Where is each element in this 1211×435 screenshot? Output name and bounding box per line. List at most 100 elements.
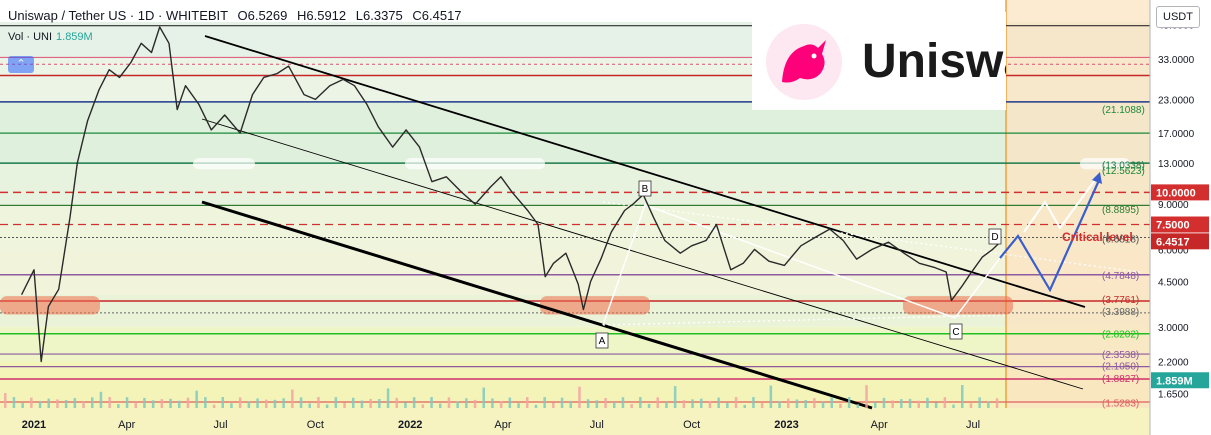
x-tick-label: Apr: [494, 419, 511, 431]
price-badge-label: 1.859M: [1156, 375, 1193, 387]
volume-bar: [569, 400, 572, 408]
volume-bar: [73, 398, 77, 408]
volume-bar: [421, 404, 425, 408]
projection-white: [1023, 175, 1099, 233]
volume-bar: [926, 397, 929, 408]
volume-bar: [282, 398, 285, 408]
volume-bar: [969, 403, 973, 408]
volume-bar: [30, 397, 33, 408]
volume-bar: [404, 402, 407, 408]
volume-bar: [195, 390, 198, 408]
currency-selector[interactable]: USDT: [1156, 6, 1200, 28]
volume-bar: [317, 397, 320, 408]
projection-paths: A B C D Critical level: [595, 172, 1133, 349]
volume-bar: [830, 397, 833, 408]
level-label: (1.5283): [1102, 399, 1139, 410]
volume-bar: [473, 399, 477, 408]
y-tick-label: 1.6500: [1158, 390, 1189, 401]
y-tick-label: 6.0000: [1158, 245, 1189, 256]
volume-bar: [760, 403, 764, 408]
volume-bar: [656, 397, 659, 408]
volume-bar: [856, 404, 860, 408]
price-series: [4, 26, 1002, 408]
volume-bar: [743, 404, 746, 408]
volume-bar: [621, 397, 625, 408]
volume-bar: [882, 397, 886, 408]
volume-bar: [38, 401, 42, 408]
y-tick-label: 13.0000: [1158, 159, 1195, 170]
volume-bar: [99, 391, 103, 408]
volume-bar: [934, 402, 938, 408]
wave-label-c: C: [952, 327, 959, 338]
volume-bar: [212, 404, 216, 408]
volume-bar: [787, 398, 790, 408]
volume-bar: [369, 398, 372, 408]
volume-bar: [151, 400, 155, 408]
y-tick-label: 17.0000: [1158, 129, 1195, 140]
volume-bar: [595, 400, 599, 408]
time-axis-bg: [0, 408, 1150, 435]
volume-bar: [499, 401, 503, 408]
volume-bar: [143, 397, 146, 408]
volume-bar: [630, 404, 633, 408]
volume-bar: [395, 397, 398, 408]
volume-bar: [682, 400, 686, 408]
volume-bar: [64, 400, 68, 408]
close-value: C6.4517: [412, 8, 462, 23]
volume-bar: [230, 403, 233, 408]
volume-bar: [160, 399, 164, 408]
wave-label-box: [949, 323, 963, 340]
logo-overlay: UniswapUN: [752, 12, 1006, 110]
x-tick-label: Jul: [966, 419, 980, 431]
x-tick-label: Jul: [590, 419, 604, 431]
volume-value: 1.859M: [56, 31, 93, 43]
level-label: (8.8895): [1102, 205, 1139, 216]
arrow-head: [1092, 172, 1102, 184]
trend-channel: [201, 35, 1141, 410]
low-value: L6.3375: [355, 8, 403, 23]
volume-bar: [325, 404, 329, 408]
volume-bar: [308, 403, 311, 408]
price-badge: [1151, 184, 1209, 201]
x-tick-label: Oct: [683, 419, 700, 431]
resistance-zone: [405, 158, 545, 170]
level-label: (1.8827): [1102, 374, 1139, 385]
x-tick-label: 2022: [398, 419, 422, 431]
volume-bar: [265, 399, 268, 408]
volume-bar: [221, 397, 224, 408]
level-label: (6.6818): [1102, 234, 1139, 245]
wave-label-box: [638, 180, 652, 197]
symbol-header[interactable]: Uniswap / Tether US · 1D · WHITEBIT O6.5…: [8, 8, 462, 23]
bg-band: [0, 249, 1150, 295]
triangle-top: [602, 201, 1141, 273]
level-label: (21.1088): [1102, 105, 1145, 116]
volume-bar: [204, 397, 207, 408]
support-zone: [540, 296, 650, 315]
symbol-title: Uniswap / Tether US · 1D · WHITEBIT: [8, 8, 228, 23]
price-axis: (21.1088) (13.0338)(12.5623) (8.8895) (6.68…: [1102, 0, 1211, 435]
y-tick-label: 3.0000: [1158, 323, 1189, 334]
volume-bar: [352, 397, 355, 408]
price-badge: [1151, 233, 1209, 250]
volume-bar: [91, 397, 94, 408]
x-tick-label: Apr: [118, 419, 135, 431]
level-label: (12.5623): [1102, 166, 1145, 177]
projection-blue: [999, 177, 1102, 293]
volume-bar: [526, 397, 529, 408]
volume-bar: [813, 398, 816, 408]
collapse-button[interactable]: ⌃: [8, 56, 34, 73]
volume-bar: [386, 388, 390, 408]
volume-bar: [334, 397, 338, 408]
support-zone: [0, 296, 100, 315]
volume-legend[interactable]: Vol · UNI 1.859M: [8, 31, 93, 43]
volume-bar: [108, 397, 111, 408]
wave-label-d: D: [991, 232, 998, 243]
resistance-zone: [1080, 158, 1130, 170]
volume-bar: [943, 397, 947, 408]
volume-bar: [412, 397, 416, 408]
high-value: H6.5912: [296, 8, 347, 23]
volume-bar: [578, 386, 581, 408]
volume-bar: [752, 397, 755, 408]
